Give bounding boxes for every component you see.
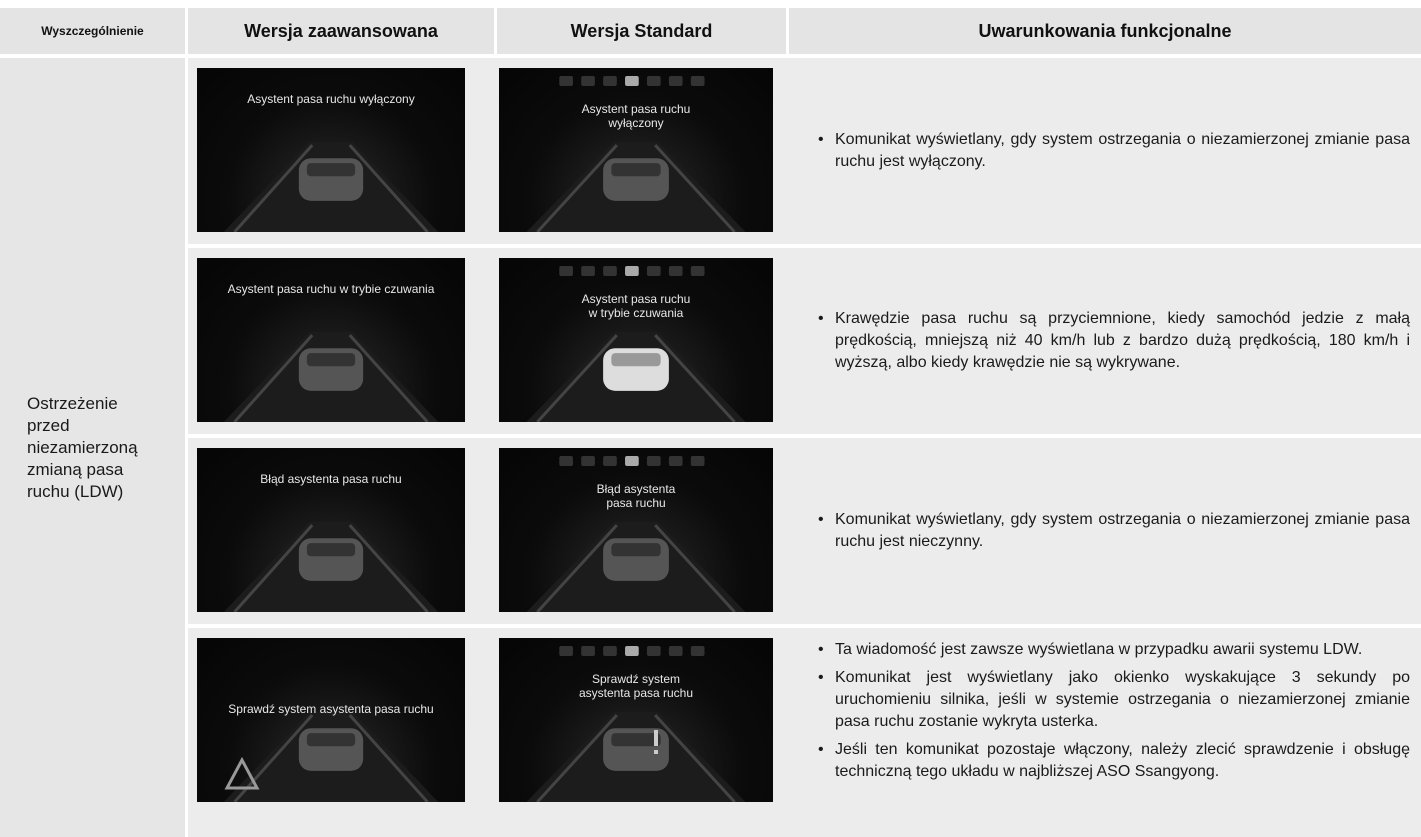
screen-text-line: Asystent pasa ruchu bbox=[581, 292, 691, 306]
screen-text: Asystent pasa ruchu wyłączony bbox=[247, 92, 415, 106]
standard-screen: Błąd asystenta pasa ruchu bbox=[499, 448, 773, 612]
screen-text-line: wyłączony bbox=[608, 116, 664, 130]
note: Komunikat wyświetlany, gdy system ostrze… bbox=[815, 129, 1410, 173]
screen-text-line: Sprawdź system bbox=[591, 672, 681, 686]
screen-text: Błąd asystenta pasa ruchu bbox=[499, 482, 773, 510]
warning-icon bbox=[224, 756, 260, 790]
note: Jeśli ten komunikat pozostaje włączony, … bbox=[815, 739, 1410, 783]
note: Komunikat jest wyświetlany jako okienko … bbox=[815, 667, 1410, 733]
screen-art bbox=[223, 141, 439, 232]
warning-icon bbox=[654, 730, 658, 754]
screen-text-line: pasa ruchu bbox=[606, 496, 666, 510]
screen-art bbox=[223, 331, 439, 422]
header-cell: Wersja zaawansowana bbox=[188, 8, 494, 54]
notes: Ta wiadomość jest zawsze wyświetlana w p… bbox=[815, 628, 1410, 837]
advanced-screen: Sprawdź system asystenta pasa ruchu bbox=[197, 638, 465, 802]
screen-art bbox=[526, 456, 746, 612]
header-cell: Uwarunkowania funkcjonalne bbox=[789, 8, 1421, 54]
screen-text: Sprawdź system asystenta pasa ruchu bbox=[499, 672, 773, 700]
notes: Krawędzie pasa ruchu są przyciemnione, k… bbox=[815, 248, 1410, 434]
label-cell: Ostrzeżenie przed niezamierzoną zmianą p… bbox=[0, 58, 185, 837]
screen-text: Błąd asystenta pasa ruchu bbox=[260, 472, 402, 486]
screen-text: Asystent pasa ruchu w trybie czuwania bbox=[499, 292, 773, 320]
screen-art bbox=[223, 521, 439, 612]
advanced-screen: Błąd asystenta pasa ruchu bbox=[197, 448, 465, 612]
advanced-screen: Asystent pasa ruchu wyłączony bbox=[197, 68, 465, 232]
note: Krawędzie pasa ruchu są przyciemnione, k… bbox=[815, 308, 1410, 374]
standard-screen: Asystent pasa ruchu wyłączony bbox=[499, 68, 773, 232]
screen-art bbox=[526, 76, 746, 232]
header-cell: Wyszczególnienie bbox=[0, 8, 185, 54]
notes: Komunikat wyświetlany, gdy system ostrze… bbox=[815, 58, 1410, 244]
note: Ta wiadomość jest zawsze wyświetlana w p… bbox=[815, 639, 1410, 661]
header-cell: Wersja Standard bbox=[497, 8, 786, 54]
screen-text-line: asystenta pasa ruchu bbox=[578, 686, 694, 700]
standard-screen: Sprawdź system asystenta pasa ruchu bbox=[499, 638, 773, 802]
screen-art bbox=[526, 646, 746, 802]
row-label: Ostrzeżenie przed niezamierzoną zmianą p… bbox=[27, 393, 138, 501]
screen-art bbox=[526, 266, 746, 422]
screen-text-line: w trybie czuwania bbox=[588, 306, 684, 320]
screen-text: Asystent pasa ruchu wyłączony bbox=[499, 102, 773, 130]
notes: Komunikat wyświetlany, gdy system ostrze… bbox=[815, 438, 1410, 624]
advanced-screen: Asystent pasa ruchu w trybie czuwania bbox=[197, 258, 465, 422]
screen-text-line: Asystent pasa ruchu bbox=[581, 102, 691, 116]
screen-text-line: Błąd asystenta bbox=[596, 482, 676, 496]
note: Komunikat wyświetlany, gdy system ostrze… bbox=[815, 509, 1410, 553]
screen-text: Asystent pasa ruchu w trybie czuwania bbox=[227, 282, 435, 296]
standard-screen: Asystent pasa ruchu w trybie czuwania bbox=[499, 258, 773, 422]
screen-text: Sprawdź system asystenta pasa ruchu bbox=[228, 702, 434, 716]
